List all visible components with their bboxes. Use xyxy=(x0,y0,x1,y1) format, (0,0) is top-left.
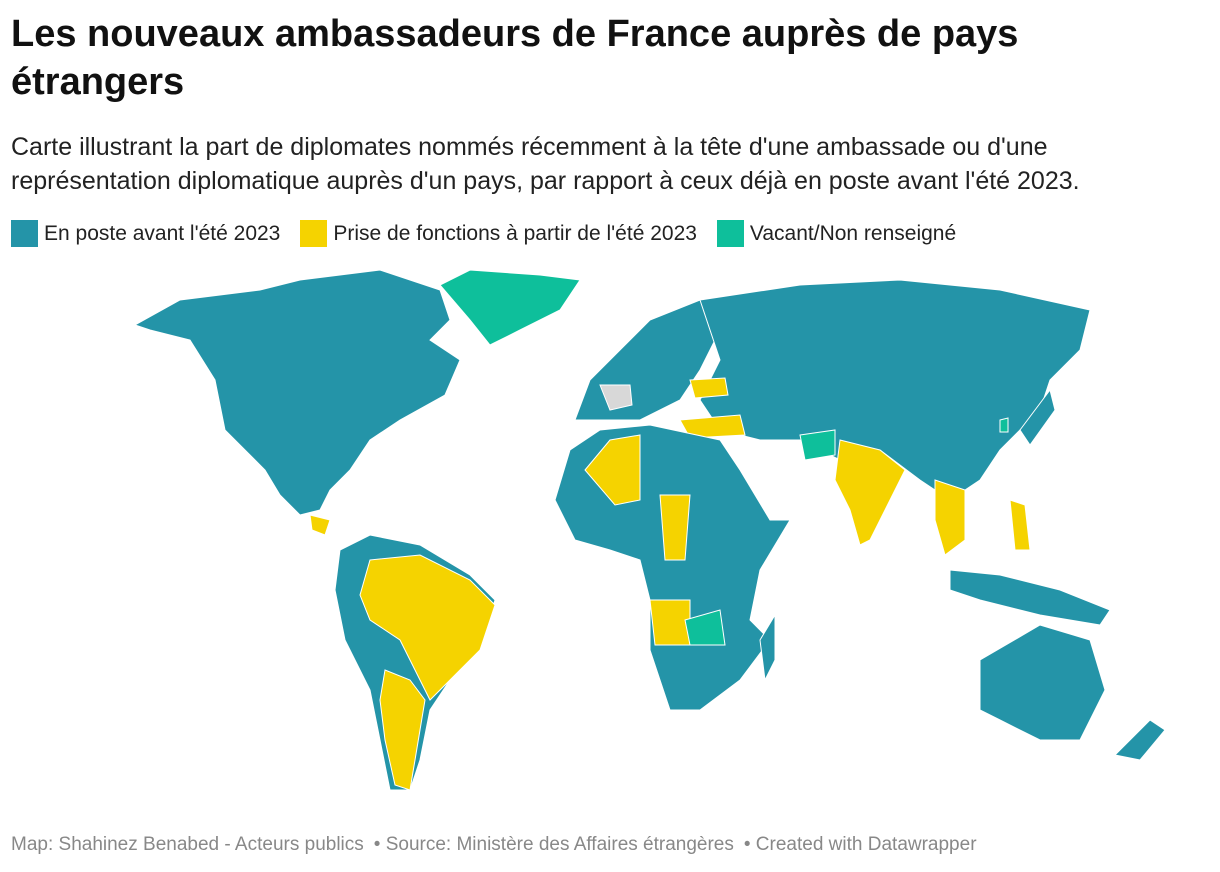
footer-map: Map: Shahinez Benabed - Acteurs publics xyxy=(11,834,364,855)
legend-label: Prise de fonctions à partir de l'été 202… xyxy=(333,221,697,245)
sudan xyxy=(659,494,691,561)
world-map xyxy=(133,269,1166,791)
legend-item: En poste avant l'été 2023 xyxy=(11,220,280,247)
legend: En poste avant l'été 2023 Prise de foncti… xyxy=(11,220,956,247)
zambia xyxy=(684,609,726,646)
footer-credit: • Created with Datawrapper xyxy=(743,834,977,855)
footer-source: • Source: Ministère des Affaires étrangè… xyxy=(373,834,734,855)
philippines xyxy=(1009,499,1031,551)
afghanistan xyxy=(799,429,836,461)
argentina xyxy=(379,669,426,791)
southeast-asia xyxy=(934,479,966,556)
subtitle: Carte illustrant la part de diplomates n… xyxy=(11,133,1080,195)
angola xyxy=(649,599,691,646)
legend-swatch xyxy=(716,220,744,247)
turkey xyxy=(679,414,746,439)
legend-item: Vacant/Non renseigné xyxy=(716,220,957,247)
new-zealand xyxy=(1113,719,1166,761)
europe xyxy=(574,299,721,421)
ukraine xyxy=(689,377,729,399)
footer: Map: Shahinez Benabed - Acteurs publics … xyxy=(11,834,977,856)
australia xyxy=(979,624,1106,741)
greenland xyxy=(439,269,581,346)
france xyxy=(599,384,633,411)
north-america xyxy=(133,269,461,516)
north-korea xyxy=(999,417,1009,433)
legend-swatch xyxy=(300,220,328,247)
indonesia xyxy=(949,569,1111,626)
japan xyxy=(1019,388,1056,446)
legend-label: En poste avant l'été 2023 xyxy=(44,221,281,245)
madagascar xyxy=(759,613,776,682)
legend-label: Vacant/Non renseigné xyxy=(749,221,957,245)
brazil xyxy=(359,554,496,701)
legend-swatch xyxy=(11,220,38,247)
title: Les nouveaux ambassadeurs de France aupr… xyxy=(11,13,1019,103)
algeria xyxy=(584,434,641,506)
central-america xyxy=(309,514,331,536)
legend-item: Prise de fonctions à partir de l'été 202… xyxy=(300,220,697,247)
india xyxy=(834,439,906,546)
